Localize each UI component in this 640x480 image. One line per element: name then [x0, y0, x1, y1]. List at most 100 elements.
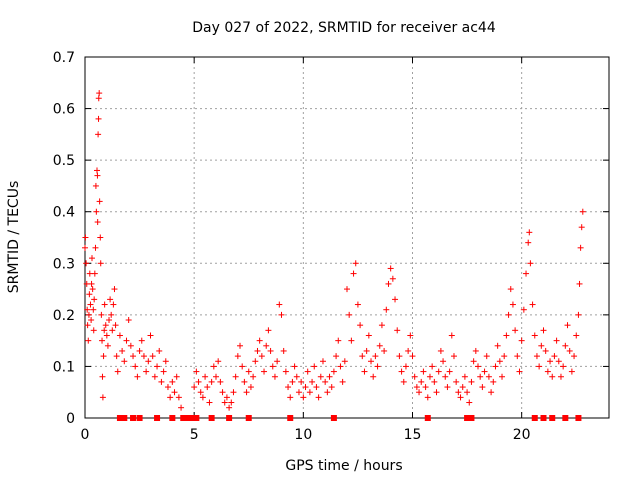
data-point: [93, 208, 100, 215]
data-point: [85, 311, 92, 318]
data-point: [468, 378, 475, 385]
data-point: [440, 358, 447, 365]
data-point: [191, 384, 198, 391]
data-point: [578, 224, 585, 231]
data-point: [560, 363, 567, 370]
zero-point: [169, 415, 176, 421]
y-tick-label: 0: [66, 411, 75, 427]
data-point: [392, 296, 399, 303]
data-point: [531, 332, 538, 339]
data-point: [485, 373, 492, 380]
data-point: [85, 337, 92, 344]
data-point: [94, 219, 101, 226]
data-point: [121, 358, 128, 365]
data-point: [326, 373, 333, 380]
zero-point: [330, 415, 337, 421]
data-point: [352, 260, 359, 267]
data-point: [576, 280, 583, 287]
data-point: [228, 399, 235, 406]
data-point: [265, 327, 272, 334]
data-point: [158, 378, 165, 385]
data-point: [302, 384, 309, 391]
data-point: [178, 404, 185, 411]
data-point: [383, 306, 390, 313]
data-point: [287, 394, 294, 401]
data-point: [112, 322, 119, 329]
data-point: [571, 353, 578, 360]
data-point: [206, 399, 213, 406]
data-point: [171, 389, 178, 396]
data-point: [481, 368, 488, 375]
data-point: [389, 275, 396, 282]
data-point: [526, 229, 533, 236]
data-point: [193, 368, 200, 375]
data-point: [204, 384, 211, 391]
data-point: [306, 389, 313, 396]
data-point: [82, 244, 88, 251]
data-point: [562, 342, 569, 349]
data-point: [149, 353, 156, 360]
data-point: [197, 389, 204, 396]
data-point: [566, 347, 573, 354]
data-point: [402, 363, 409, 370]
data-point: [499, 373, 506, 380]
data-point: [350, 270, 357, 277]
data-point: [446, 368, 453, 375]
data-point: [459, 384, 466, 391]
data-point: [374, 363, 381, 370]
data-point: [328, 384, 335, 391]
data-point: [256, 337, 263, 344]
data-point: [173, 373, 180, 380]
data-point: [267, 347, 274, 354]
data-point: [261, 368, 268, 375]
data-point: [313, 384, 320, 391]
data-point: [298, 378, 305, 385]
data-point: [95, 131, 102, 138]
data-point: [496, 358, 503, 365]
data-point: [108, 311, 115, 318]
zero-point: [121, 415, 128, 421]
data-point: [94, 167, 101, 174]
data-point: [84, 306, 91, 313]
data-point: [97, 234, 104, 241]
data-point: [88, 317, 95, 324]
data-point: [254, 347, 261, 354]
zero-point: [136, 415, 143, 421]
data-point: [437, 347, 444, 354]
zero-point: [130, 415, 137, 421]
y-tick-label: 0.6: [53, 102, 75, 118]
x-tick-label: 10: [294, 427, 312, 443]
data-point: [89, 286, 96, 293]
data-point: [234, 353, 241, 360]
data-point: [324, 389, 331, 396]
data-point: [143, 368, 150, 375]
data-point: [88, 255, 95, 262]
data-point: [405, 347, 412, 354]
data-point: [210, 363, 217, 370]
zero-point: [424, 415, 431, 421]
data-point: [378, 322, 385, 329]
zero-point: [154, 415, 161, 421]
data-point: [154, 363, 161, 370]
data-point: [104, 342, 111, 349]
data-point: [424, 394, 431, 401]
data-point: [99, 394, 106, 401]
data-point: [169, 378, 176, 385]
data-point: [88, 280, 95, 287]
zero-point: [226, 415, 233, 421]
data-point: [134, 373, 141, 380]
data-point: [101, 301, 108, 308]
data-point: [348, 337, 355, 344]
zero-point: [540, 415, 547, 421]
data-point: [457, 394, 464, 401]
data-point: [455, 389, 462, 396]
data-point: [505, 311, 512, 318]
data-point: [413, 384, 420, 391]
data-point: [523, 270, 530, 277]
data-point: [237, 342, 244, 349]
data-point: [568, 368, 575, 375]
data-point: [195, 378, 202, 385]
data-point: [549, 373, 556, 380]
data-point: [322, 378, 329, 385]
data-point: [289, 378, 296, 385]
